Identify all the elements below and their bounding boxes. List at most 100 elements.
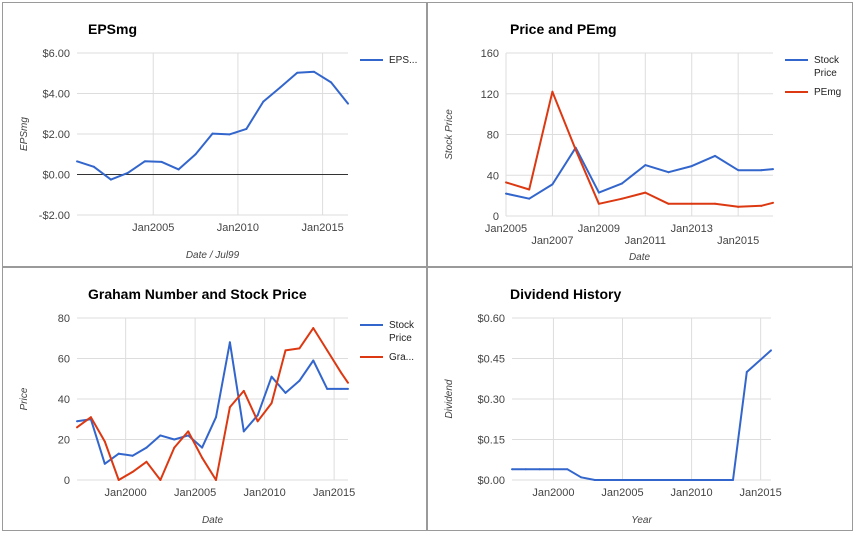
graham-data-point — [103, 440, 106, 443]
graham-chart: Graham Number and Stock Price 0 20 40 60 80 Ja… — [19, 286, 415, 526]
price-pe-chart-panel: Price and PEmg 0 40 80 120 160 Jan2005 Jan2007 J… — [427, 2, 853, 267]
price-pe-data-point — [528, 197, 531, 200]
graham-y-tick-label: 80 — [58, 313, 70, 325]
eps-data-point — [92, 165, 95, 168]
graham-y-tick-label: 20 — [58, 435, 70, 447]
price-pe-series-line — [505, 146, 774, 200]
eps-data-point — [126, 171, 129, 174]
eps-data-point — [177, 168, 180, 171]
eps-x-tick-label: Jan2015 — [301, 222, 343, 234]
price-pe-x-tick-label: Jan2013 — [671, 223, 713, 235]
eps-data-point — [76, 160, 78, 163]
graham-data-point — [312, 327, 315, 330]
graham-data-point — [340, 371, 343, 374]
dividend-x-tick-label: Jan2010 — [670, 487, 712, 499]
price-pe-y-tick-label: 120 — [481, 89, 499, 101]
eps-chart-panel: EPSmg -$2.00 $0.00 $2.00 $4.00 $6.00 Jan2005 Ja… — [2, 2, 427, 267]
eps-data-point — [296, 71, 299, 74]
price-pe-data-point — [760, 204, 763, 207]
graham-data-point — [187, 434, 190, 437]
graham-data-point — [159, 434, 162, 437]
eps-y-tick-label: $0.00 — [42, 170, 70, 182]
graham-x-tick-label: Jan2000 — [105, 487, 147, 499]
dividend-data-point — [676, 479, 679, 481]
price-pe-data-point — [737, 169, 740, 172]
graham-data-point — [117, 452, 120, 455]
eps-chart: EPSmg -$2.00 $0.00 $2.00 $4.00 $6.00 Jan2005 Ja… — [19, 21, 417, 261]
dividend-chart-panel: Dividend History $0.00 $0.15 $0.30 $0.45 $0.6… — [427, 267, 853, 531]
graham-legend-label: Price — [389, 333, 412, 344]
eps-data-point — [347, 102, 349, 105]
graham-data-point — [326, 349, 329, 352]
graham-x-tick-label: Jan2010 — [244, 487, 286, 499]
price-pe-data-point — [667, 171, 670, 174]
price-pe-legend-label: Price — [814, 68, 837, 79]
graham-data-point — [256, 420, 259, 423]
graham-data-point — [284, 349, 287, 352]
dividend-data-point — [607, 479, 610, 481]
graham-x-tick-label: Jan2015 — [313, 487, 355, 499]
eps-y-tick-label: $4.00 — [42, 89, 70, 101]
price-pe-legend-label: Stock — [814, 55, 840, 66]
graham-data-point — [228, 406, 231, 409]
eps-x-axis-title: Date / Jul99 — [186, 250, 240, 261]
dividend-y-tick-label: $0.45 — [477, 354, 505, 366]
eps-x-tick-label: Jan2010 — [217, 222, 259, 234]
dividend-y-tick-label: $0.15 — [477, 435, 505, 447]
dividend-data-point — [593, 479, 596, 481]
eps-data-point — [262, 100, 265, 103]
graham-data-point — [103, 462, 106, 465]
dividend-x-tick-label: Jan2005 — [601, 487, 643, 499]
price-pe-data-point — [597, 202, 600, 205]
price-pe-x-tick-label: Jan2015 — [717, 235, 759, 247]
graham-data-point — [173, 438, 176, 441]
price-pe-legend-label: PEmg — [814, 87, 841, 98]
eps-data-point — [330, 81, 333, 84]
dividend-data-point — [718, 479, 721, 481]
graham-y-tick-label: 60 — [58, 354, 70, 366]
price-pe-data-point — [505, 181, 507, 184]
dividend-data-point — [538, 468, 541, 471]
price-pe-x-tick-label: Jan2007 — [531, 235, 573, 247]
eps-chart-title: EPSmg — [88, 21, 137, 37]
graham-data-point — [173, 446, 176, 449]
dividend-y-tick-label: $0.00 — [477, 475, 505, 487]
price-pe-data-point — [597, 191, 600, 194]
graham-legend-label: Gra... — [389, 352, 414, 363]
dividend-data-point — [552, 468, 555, 471]
graham-data-point — [131, 454, 134, 457]
eps-data-point — [228, 133, 231, 136]
price-pe-data-point — [551, 183, 554, 186]
eps-data-point — [160, 160, 163, 163]
dividend-x-tick-label: Jan2015 — [740, 487, 782, 499]
graham-data-point — [270, 402, 273, 405]
eps-legend-label: EPS... — [389, 55, 417, 66]
dividend-y-tick-label: $0.60 — [477, 313, 505, 325]
dividend-chart: Dividend History $0.00 $0.15 $0.30 $0.45 $0.6… — [444, 286, 782, 526]
price-pe-data-point — [574, 148, 577, 151]
price-pe-chart: Price and PEmg 0 40 80 120 160 Jan2005 Jan2007 J… — [444, 21, 841, 263]
graham-data-point — [214, 416, 217, 419]
graham-chart-title: Graham Number and Stock Price — [88, 286, 307, 302]
dividend-data-point — [524, 468, 527, 471]
dividend-x-tick-label: Jan2000 — [532, 487, 574, 499]
dividend-x-axis-title: Year — [631, 515, 652, 526]
graham-x-tick-label: Jan2005 — [174, 487, 216, 499]
dividend-data-point — [511, 468, 513, 471]
price-pe-series-line — [505, 90, 774, 208]
graham-data-point — [312, 359, 315, 362]
dividend-series-line — [512, 349, 772, 481]
price-pe-data-point — [621, 197, 624, 200]
graham-data-point — [187, 430, 190, 433]
price-pe-data-point — [505, 192, 507, 195]
eps-data-point — [109, 178, 112, 181]
eps-data-point — [279, 86, 282, 89]
dividend-data-point — [745, 371, 748, 373]
eps-y-axis-title: EPSmg — [19, 117, 30, 151]
dividend-data-point — [732, 479, 735, 481]
graham-y-tick-label: 40 — [58, 394, 70, 406]
price-pe-x-tick-label: Jan2005 — [485, 223, 527, 235]
price-pe-data-point — [772, 168, 774, 171]
price-pe-y-tick-label: 160 — [481, 48, 499, 60]
graham-data-point — [284, 391, 287, 394]
